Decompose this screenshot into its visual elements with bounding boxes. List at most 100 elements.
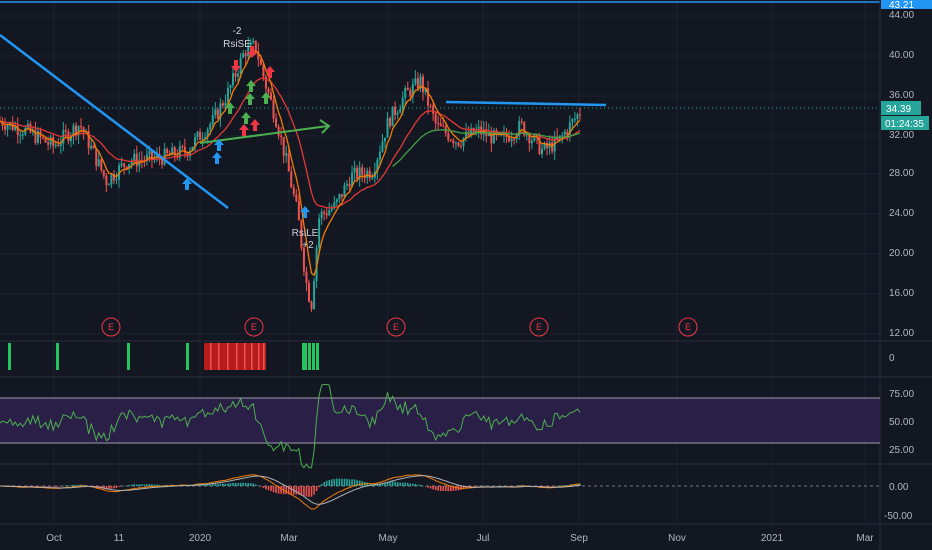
macd-tick-label: -50.00	[884, 511, 913, 522]
macd-bar	[394, 481, 396, 486]
sell-arrow-icon[interactable]	[247, 46, 257, 58]
price-axis[interactable]: 44.00 40.00 36.00 32.00 28.00 24.00 20.0…	[881, 0, 932, 339]
candle-body	[234, 73, 237, 77]
resistance-line[interactable]	[445, 100, 607, 107]
svg-text:E: E	[251, 322, 257, 332]
macd-bar	[272, 486, 275, 493]
candle-body	[196, 131, 199, 138]
candle-body	[437, 123, 440, 125]
sell-arrow-icon[interactable]	[231, 60, 241, 72]
buy-arrow-icon[interactable]	[214, 139, 224, 151]
buy-arrow-icon[interactable]	[250, 119, 260, 131]
macd-bar	[412, 483, 414, 486]
svg-text:01:24:35: 01:24:35	[885, 119, 924, 130]
signal-bar	[263, 343, 265, 370]
signal-bar	[227, 343, 229, 370]
earnings-marker[interactable]: E	[529, 317, 549, 337]
macd-bar	[285, 486, 288, 495]
candle-body	[219, 103, 222, 119]
macd-bar	[368, 483, 371, 486]
macd-bar	[447, 486, 450, 492]
candle-body	[145, 154, 148, 161]
macd-bar	[265, 486, 267, 490]
macd-bar	[470, 486, 472, 487]
candle-body	[419, 76, 422, 89]
downtrend-line[interactable]	[0, 34, 229, 209]
time-axis[interactable]: Oct 11 2020 Mar May Jul Sep Nov 2021 Mar	[46, 533, 874, 544]
rsi-pane[interactable]	[0, 384, 880, 469]
candle-body	[72, 125, 75, 136]
buy-arrow-icon[interactable]	[241, 112, 251, 124]
candle-body	[54, 144, 57, 147]
macd-bar	[75, 484, 77, 486]
macd-pane[interactable]	[0, 474, 880, 510]
earnings-marker[interactable]: E	[244, 317, 264, 337]
macd-bar	[315, 486, 318, 492]
annotation-rsile: RsiLE	[292, 228, 319, 239]
macd-bar	[214, 483, 217, 486]
macd-bar	[300, 486, 303, 496]
earnings-marker[interactable]: E	[386, 317, 406, 337]
candle-body	[201, 138, 204, 140]
macd-bar	[452, 486, 455, 491]
candle-body	[378, 151, 381, 160]
buy-arrow-icon[interactable]	[246, 80, 256, 92]
candle-body	[492, 130, 495, 144]
candle-body	[333, 202, 336, 209]
buy-arrow-icon[interactable]	[261, 92, 271, 104]
price-pane[interactable]: -2 RsiSE RsiLE +2 E E E E E	[0, 1, 880, 337]
candle-body	[125, 166, 128, 169]
candle-body	[568, 122, 571, 136]
candle-body	[338, 194, 341, 200]
candle-body	[1, 121, 4, 127]
candle-body	[508, 136, 511, 142]
macd-bar	[323, 482, 325, 486]
time-tick-label: Oct	[46, 533, 62, 544]
macd-bar	[70, 485, 72, 486]
macd-bar	[399, 482, 401, 486]
candle-body	[21, 134, 24, 136]
macd-signal-line	[0, 475, 581, 505]
buy-arrow-icon[interactable]	[265, 66, 275, 78]
candle-body	[112, 174, 115, 181]
signal-bar	[218, 343, 220, 370]
candle-body	[216, 109, 219, 119]
price-tick-label: 16.00	[889, 288, 914, 299]
macd-bar	[201, 484, 204, 486]
price-tick-label: 44.00	[889, 10, 914, 21]
signal-strip-pane[interactable]	[8, 343, 319, 370]
candle-body	[368, 170, 371, 179]
macd-bar	[404, 482, 407, 486]
candle-body	[330, 208, 333, 211]
macd-bar	[477, 485, 480, 487]
macd-bar	[29, 486, 32, 487]
buy-arrow-icon[interactable]	[182, 178, 192, 190]
candle-body	[226, 87, 229, 103]
candle-body	[452, 140, 455, 144]
buy-arrow-icon[interactable]	[212, 152, 222, 164]
candle-body	[563, 131, 566, 135]
macd-bar	[255, 484, 257, 486]
macd-bar	[510, 486, 513, 487]
macd-bar	[396, 482, 399, 486]
buy-arrow-icon[interactable]	[245, 93, 255, 105]
uptrend-arrow-head	[319, 119, 331, 134]
candle-body	[24, 127, 27, 135]
uptrend-arrow-line[interactable]	[199, 125, 329, 144]
buy-arrow-icon[interactable]	[225, 102, 235, 114]
candle-body	[87, 131, 90, 149]
candle-body	[191, 146, 194, 151]
candle-body	[394, 106, 397, 115]
earnings-marker[interactable]: E	[101, 317, 121, 337]
macd-bar	[558, 485, 561, 487]
candle-body	[424, 88, 427, 93]
buy-arrow-icon[interactable]	[300, 206, 310, 218]
price-tick-label: 20.00	[889, 248, 914, 259]
candle-body	[376, 159, 379, 172]
candle-body	[262, 64, 265, 77]
earnings-marker[interactable]: E	[678, 317, 698, 337]
candle-body	[168, 153, 171, 155]
macd-bar	[229, 483, 232, 486]
buy-arrow-icon[interactable]	[239, 124, 249, 136]
